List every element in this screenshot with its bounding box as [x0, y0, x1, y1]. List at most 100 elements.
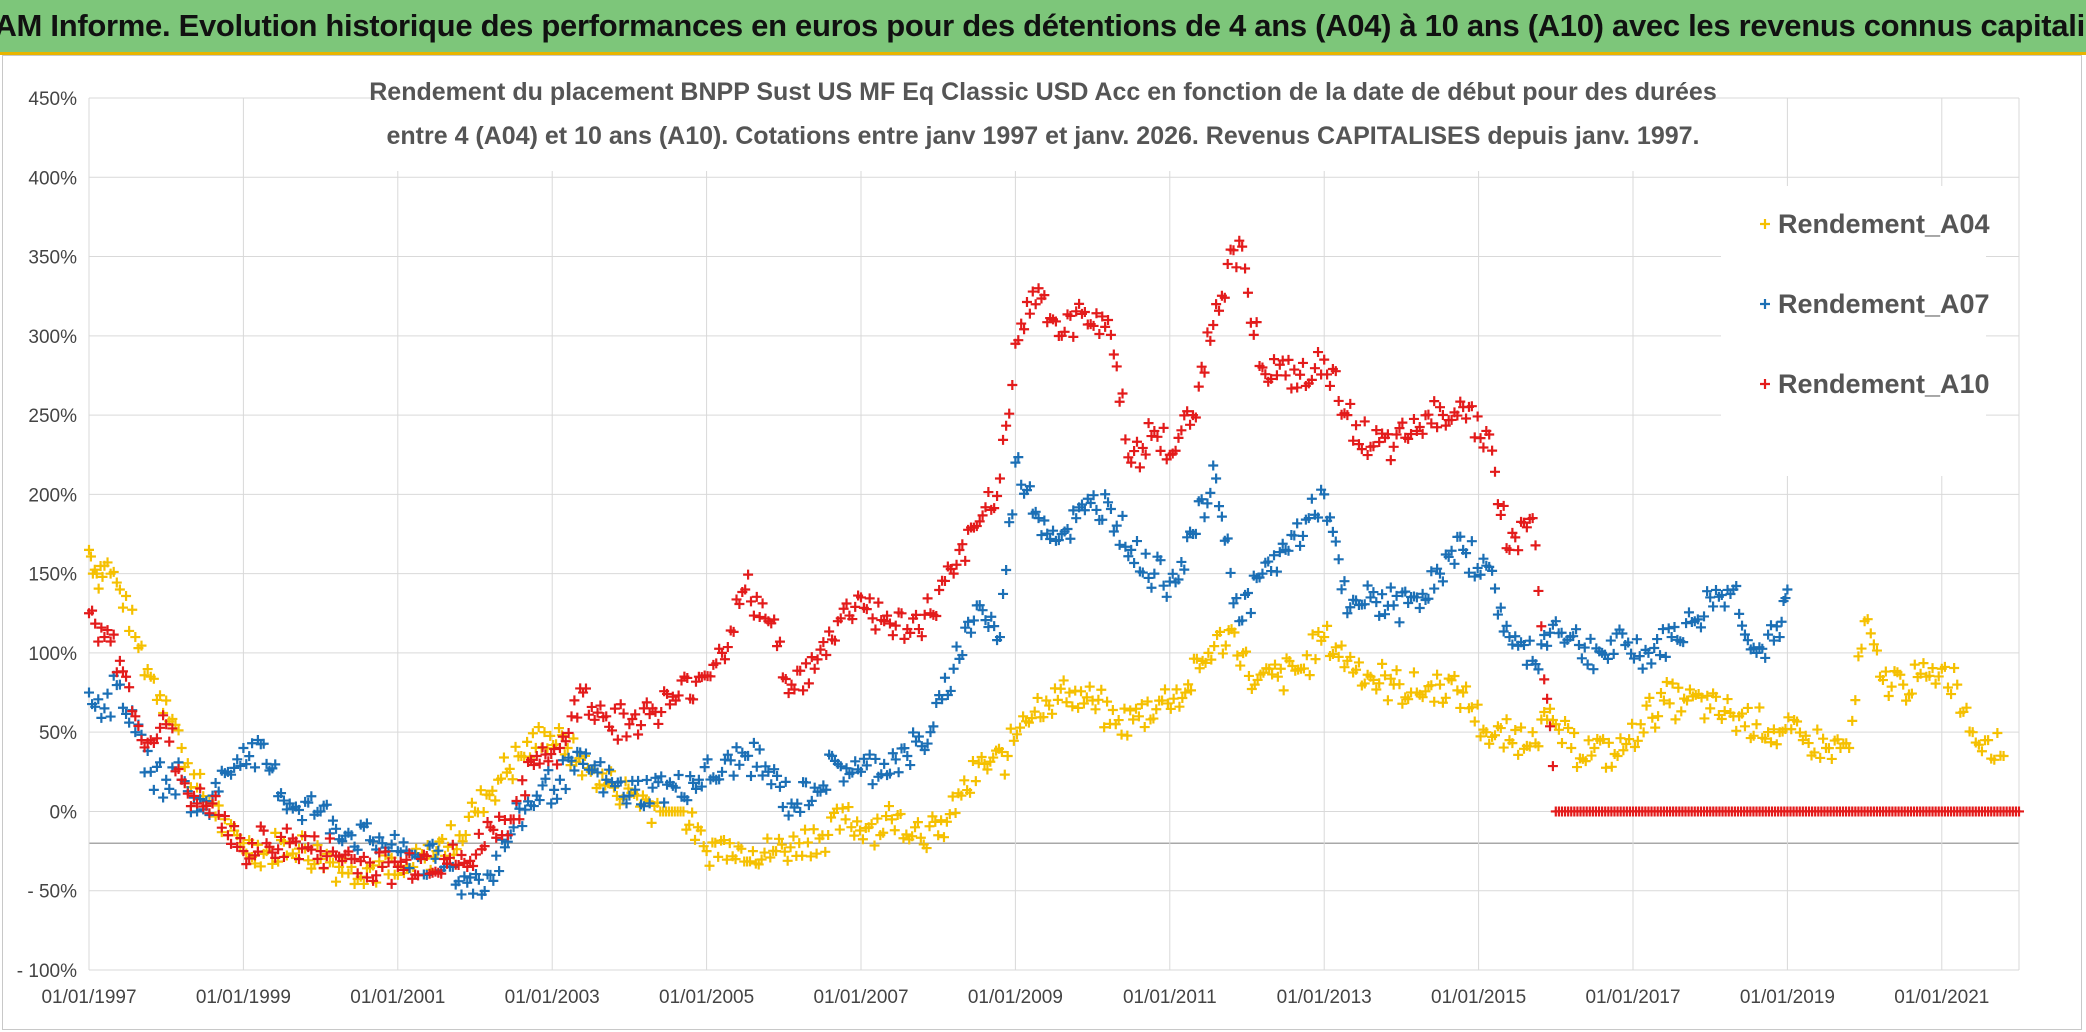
- data-point-fill: [912, 817, 923, 828]
- data-point-fill: [1228, 598, 1239, 609]
- data-point-fill: [1624, 734, 1635, 745]
- data-point-fill: [1137, 567, 1148, 578]
- data-point-fill: [1039, 515, 1050, 526]
- data-point: [747, 846, 758, 857]
- data-point-fill: [552, 759, 563, 770]
- data-point-fill: [1524, 635, 1535, 646]
- data-point-fill: [1235, 660, 1246, 671]
- data-point-fill: [1403, 694, 1414, 705]
- data-point-fill: [1533, 741, 1544, 752]
- data-point-fill: [568, 733, 579, 744]
- data-point-fill: [1091, 308, 1102, 319]
- data-point-fill: [748, 610, 759, 621]
- legend-marker: [1760, 219, 1770, 229]
- data-point-fill: [1461, 548, 1472, 559]
- data-point-fill: [1026, 713, 1037, 724]
- data-point: [91, 568, 102, 579]
- data-point-fill: [855, 825, 866, 836]
- data-point-fill: [1571, 624, 1582, 635]
- data-point-fill: [1961, 702, 1972, 713]
- data-point: [1527, 727, 1538, 738]
- data-point-fill: [1475, 433, 1486, 444]
- data-point: [377, 861, 388, 872]
- data-point: [740, 584, 751, 595]
- data-point-fill: [1823, 743, 1834, 754]
- data-point-fill: [1678, 637, 1689, 648]
- data-point-fill: [1208, 319, 1219, 330]
- data-point-fill: [965, 787, 976, 798]
- data-point: [1658, 695, 1669, 706]
- data-point-fill: [1102, 696, 1113, 707]
- data-point-fill: [1120, 434, 1131, 445]
- data-point-fill: [899, 743, 910, 754]
- data-point-fill: [583, 709, 594, 720]
- data-point-fill: [1617, 628, 1628, 639]
- data-point-fill: [1742, 702, 1753, 713]
- data-point-fill: [1475, 569, 1486, 580]
- series-Rendement_A10: [84, 235, 2024, 889]
- data-point-fill: [1219, 292, 1230, 303]
- data-point: [392, 861, 403, 872]
- data-point-fill: [1510, 631, 1521, 642]
- data-point-fill: [774, 781, 785, 792]
- y-tick-label: 350%: [28, 248, 77, 269]
- data-point-fill: [1030, 299, 1041, 310]
- data-point-fill: [1330, 536, 1341, 547]
- data-point-fill: [1455, 702, 1466, 713]
- data-point-fill: [1461, 681, 1472, 692]
- data-point-fill: [1222, 258, 1233, 269]
- legend-label: Rendement_A07: [1778, 289, 1990, 319]
- data-point-fill: [725, 755, 736, 766]
- data-point-fill: [872, 813, 883, 824]
- data-point-fill: [1013, 335, 1024, 346]
- data-point: [1388, 441, 1399, 452]
- data-point-fill: [1739, 721, 1750, 732]
- data-point-fill: [1585, 633, 1596, 644]
- data-point-fill: [1976, 746, 1987, 757]
- data-point: [1103, 497, 1114, 508]
- data-point-fill: [188, 790, 199, 801]
- data-point-fill: [800, 777, 811, 788]
- data-point-fill: [1865, 628, 1876, 639]
- data-point-fill: [473, 828, 484, 839]
- data-point-fill: [760, 761, 771, 772]
- data-point-fill: [915, 832, 926, 843]
- data-point-fill: [1050, 316, 1061, 327]
- data-point-fill: [1313, 512, 1324, 523]
- data-point-fill: [1949, 663, 1960, 674]
- data-point-fill: [913, 731, 924, 742]
- data-point-fill: [595, 700, 606, 711]
- data-point-fill: [1449, 558, 1460, 569]
- data-point-fill: [1696, 692, 1707, 703]
- data-point-fill: [1501, 714, 1512, 725]
- y-tick-label: 100%: [28, 644, 77, 665]
- data-point-fill: [656, 707, 667, 718]
- data-point-fill: [1513, 545, 1524, 556]
- data-point-fill: [1107, 704, 1118, 715]
- data-point-fill: [105, 636, 116, 647]
- data-point-fill: [1295, 540, 1306, 551]
- data-point-fill: [968, 615, 979, 626]
- data-point-fill: [1699, 611, 1710, 622]
- data-point-fill: [1930, 678, 1941, 689]
- data-point-fill: [992, 490, 1003, 501]
- data-point-fill: [1780, 593, 1791, 604]
- data-point-fill: [1579, 642, 1590, 653]
- data-point: [1079, 505, 1090, 516]
- data-point-fill: [1324, 380, 1335, 391]
- data-point-fill: [124, 717, 135, 728]
- data-point-fill: [473, 874, 484, 885]
- data-point-fill: [1117, 388, 1128, 399]
- data-point-fill: [864, 593, 875, 604]
- data-point-fill: [1992, 727, 2003, 738]
- data-point-fill: [1547, 761, 1558, 772]
- data-point-fill: [1763, 629, 1774, 640]
- data-point-fill: [374, 832, 385, 843]
- data-point-fill: [821, 784, 832, 795]
- data-point: [1033, 513, 1044, 524]
- data-point: [856, 766, 866, 777]
- data-point-fill: [719, 654, 730, 665]
- data-point-fill: [821, 649, 832, 660]
- data-point: [886, 814, 897, 825]
- data-point-fill: [1356, 444, 1367, 455]
